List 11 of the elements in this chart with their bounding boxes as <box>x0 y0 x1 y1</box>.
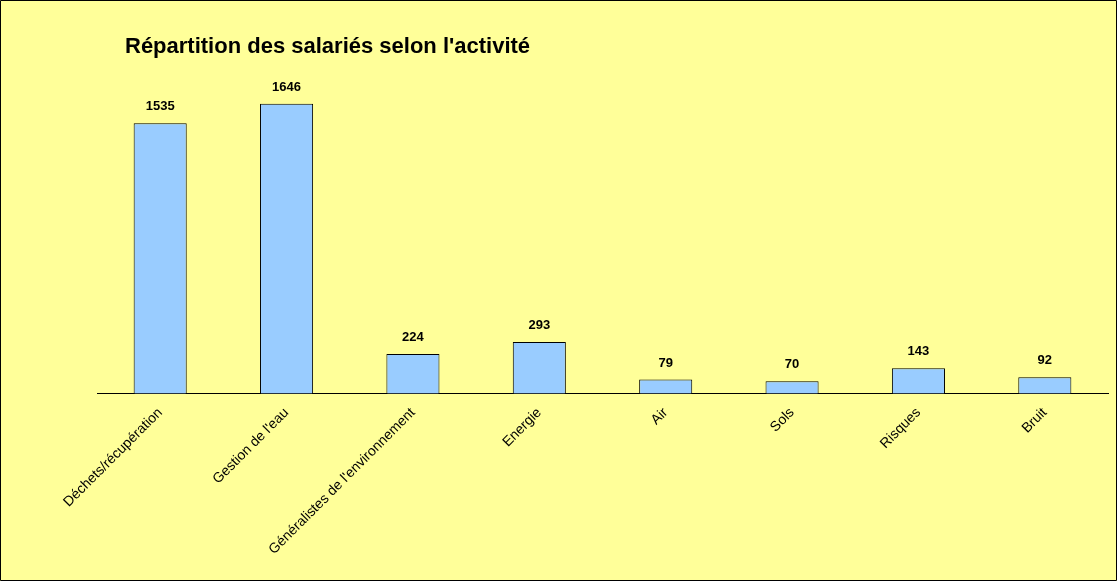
x-tick-label: Sols <box>766 403 797 435</box>
data-label: 293 <box>528 316 551 332</box>
data-label: 92 <box>1037 352 1053 368</box>
data-label: 1535 <box>145 98 175 114</box>
chart-title: Répartition des salariés selon l'activité <box>125 33 531 59</box>
x-tick-label: Air <box>647 403 671 428</box>
data-label: 70 <box>784 356 800 372</box>
data-label: 79 <box>658 354 673 370</box>
data-label: 1646 <box>272 78 302 94</box>
data-label: 143 <box>907 343 930 359</box>
data-label: 224 <box>402 329 425 345</box>
